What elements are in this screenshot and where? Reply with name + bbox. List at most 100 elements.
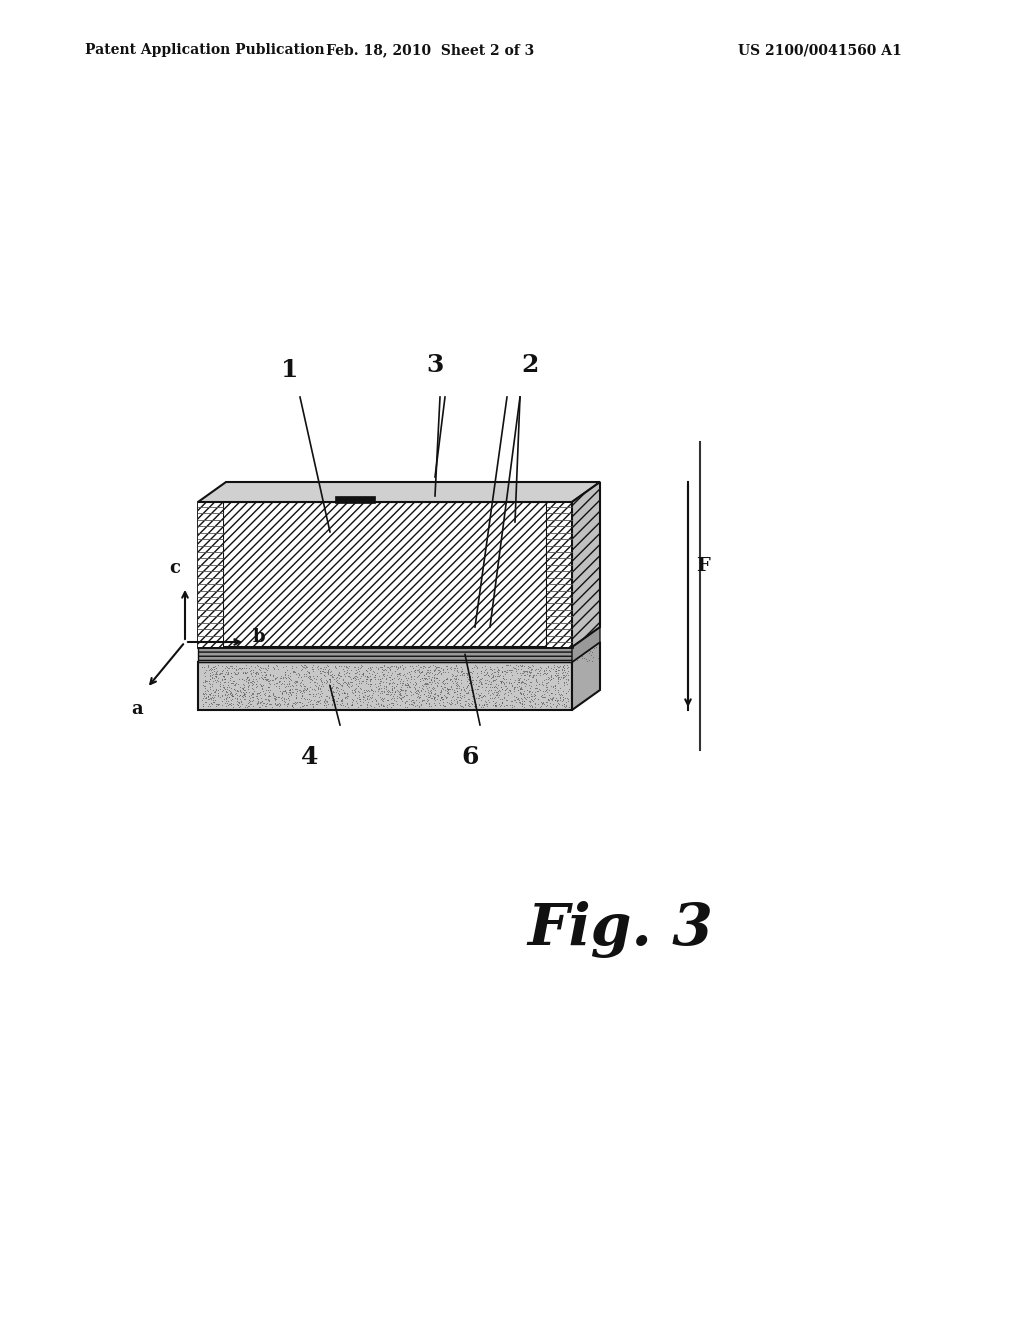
Point [391,685,408,706]
Point [260,634,276,655]
Point [246,681,262,702]
Point [473,672,489,693]
Point [489,675,506,696]
Point [489,682,506,704]
Point [496,688,512,709]
Point [488,673,505,694]
Point [222,690,239,711]
Point [399,667,416,688]
Point [521,690,538,711]
Point [427,668,443,689]
Point [419,632,435,653]
Point [535,692,551,713]
Point [503,690,519,711]
Point [543,669,559,690]
Point [413,680,429,701]
Point [198,639,214,660]
Point [373,656,389,677]
Point [221,636,238,657]
Point [384,668,400,689]
Point [342,648,358,669]
Point [345,690,361,711]
Point [378,672,394,693]
Point [468,673,484,694]
Point [424,634,440,655]
Point [302,643,318,664]
Point [254,678,270,700]
Point [328,671,344,692]
Point [202,685,218,706]
Point [255,657,271,678]
Point [250,692,266,713]
Point [486,676,503,697]
Point [356,686,373,708]
Point [453,660,469,681]
Point [557,661,573,682]
Point [440,678,457,700]
Point [241,685,257,706]
Point [261,689,278,710]
Point [206,656,222,677]
Point [198,692,214,713]
Point [403,681,420,702]
Point [267,694,284,715]
Point [329,690,345,711]
Point [406,692,422,713]
Point [341,665,357,686]
Point [325,680,341,701]
Point [426,682,442,704]
Point [202,684,218,705]
Point [459,663,475,684]
Point [586,638,602,659]
Point [215,665,231,686]
Point [199,680,215,701]
Point [421,686,437,708]
Point [380,681,396,702]
Point [209,693,225,714]
Point [513,690,529,711]
Point [438,659,455,680]
Point [274,682,291,704]
Point [232,692,249,713]
Point [373,689,389,710]
Point [494,692,510,713]
Point [206,664,222,685]
Point [426,669,442,690]
Point [288,688,304,709]
Point [375,648,391,669]
Point [334,676,350,697]
Point [476,693,493,714]
Point [410,639,426,660]
Point [372,671,388,692]
Point [258,669,274,690]
Point [331,663,347,684]
Point [350,672,367,693]
Point [407,636,423,657]
Point [198,684,214,705]
Point [489,661,506,682]
Point [238,682,254,704]
Point [535,675,551,696]
Point [381,657,397,678]
Point [462,696,478,717]
Point [270,672,287,693]
Point [355,663,372,684]
Point [384,678,400,700]
Point [205,671,221,692]
Point [396,692,413,713]
Point [548,660,564,681]
Point [258,693,274,714]
Point [402,665,419,686]
Point [211,664,227,685]
Point [316,664,333,685]
Point [260,685,276,706]
Point [348,690,365,711]
Point [486,680,503,701]
Point [285,661,301,682]
Point [495,639,511,660]
Point [322,672,338,693]
Point [392,689,409,710]
Point [520,656,537,677]
Point [407,634,423,655]
Point [452,682,468,704]
